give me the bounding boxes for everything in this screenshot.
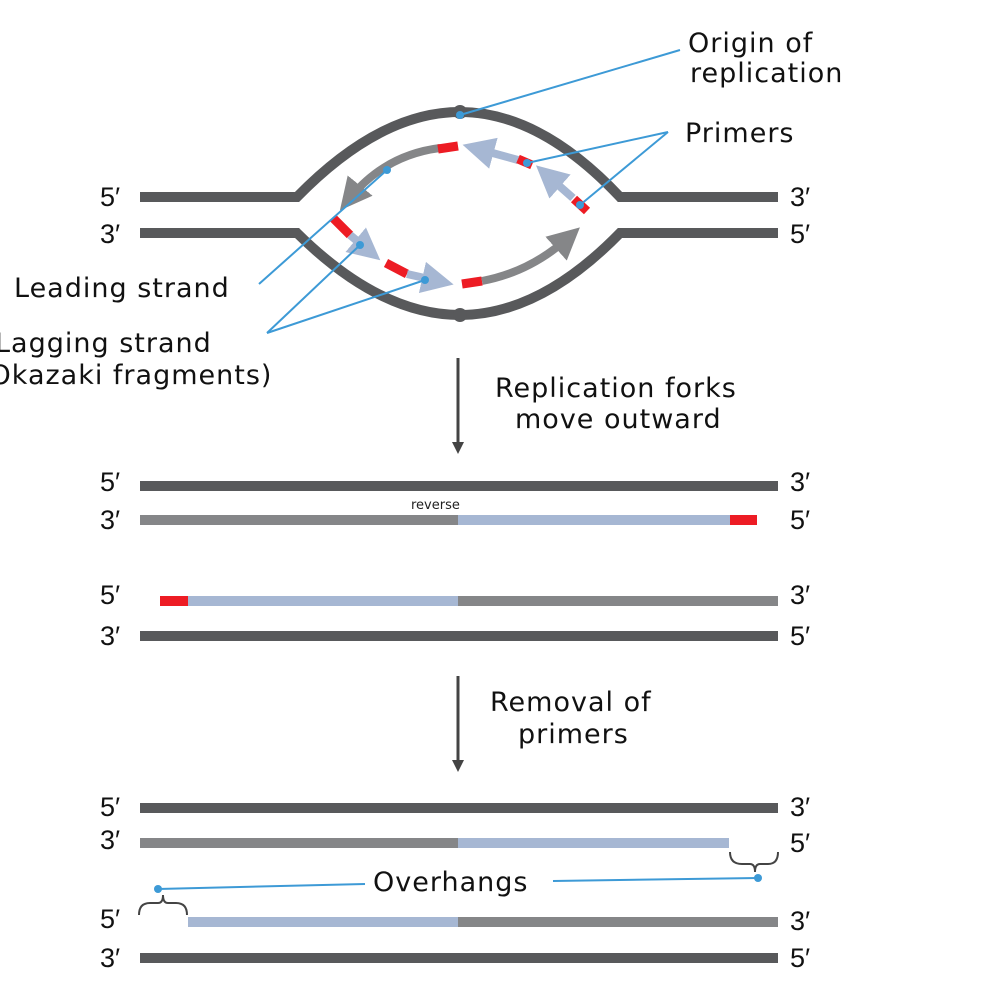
primer <box>730 515 757 525</box>
svg-text:5′: 5′ <box>100 904 120 934</box>
lagging-strand-label: Lagging strand <box>0 328 212 359</box>
primer <box>461 276 483 289</box>
origin-label: Origin of <box>688 28 814 59</box>
svg-text:3′: 3′ <box>100 943 120 973</box>
step1-label: Replication forks <box>495 373 737 404</box>
reverse-label: reverse <box>411 498 460 513</box>
primer <box>160 596 188 606</box>
svg-text:5′: 5′ <box>790 943 810 973</box>
svg-text:5′: 5′ <box>100 580 120 610</box>
primer <box>329 214 354 239</box>
label-3prime: 3′ <box>790 182 810 212</box>
overhang-brace-left <box>138 894 188 916</box>
primers-label: Primers <box>685 118 795 149</box>
okazaki-fragment <box>462 137 520 169</box>
overhang-brace-right <box>729 851 779 873</box>
svg-text:3′: 3′ <box>100 825 120 855</box>
replication-bubble: 5′ 3′ 3′ 5′ <box>100 105 810 322</box>
okazaki-label: (Okazaki fragments) <box>0 360 272 391</box>
svg-text:3′: 3′ <box>790 906 810 936</box>
svg-text:5′: 5′ <box>100 467 120 497</box>
svg-text:3′: 3′ <box>100 621 120 651</box>
label-5prime: 5′ <box>100 182 120 212</box>
svg-text:5′: 5′ <box>790 621 810 651</box>
step2-label-2: primers <box>518 719 629 750</box>
callouts: Origin of replication Primers Leading st… <box>0 28 843 391</box>
origin-label-2: replication <box>690 58 843 89</box>
origin-marker-bottom <box>453 308 467 322</box>
leading-strand-right <box>481 227 580 285</box>
svg-text:5′: 5′ <box>790 505 810 535</box>
step1-label-2: move outward <box>515 404 722 435</box>
svg-text:3′: 3′ <box>790 580 810 610</box>
leading-strand-left <box>339 144 441 211</box>
overhangs-label: Overhangs <box>373 867 528 898</box>
daughter-duplexes-without-primers: Overhangs 5′ 3′ 3′ 5′ 5′ 3′ 3′ 5′ <box>100 792 810 973</box>
svg-text:3′: 3′ <box>790 792 810 822</box>
svg-text:5′: 5′ <box>100 792 120 822</box>
step2-label: Removal of <box>490 687 652 718</box>
label-5prime: 5′ <box>790 219 810 249</box>
bottom-parent-strand <box>140 228 778 321</box>
top-parent-strand <box>140 106 778 202</box>
label-3prime: 3′ <box>100 219 120 249</box>
svg-text:3′: 3′ <box>100 505 120 535</box>
leading-strand-label: Leading strand <box>14 273 230 304</box>
primer <box>437 141 459 154</box>
daughter-duplexes-with-primers: reverse 5′ 3′ 3′ 5′ 5′ 3′ 3′ 5′ <box>100 467 810 651</box>
svg-text:5′: 5′ <box>790 828 810 858</box>
primer <box>383 259 410 278</box>
svg-text:3′: 3′ <box>790 467 810 497</box>
okazaki-fragment <box>535 165 576 202</box>
